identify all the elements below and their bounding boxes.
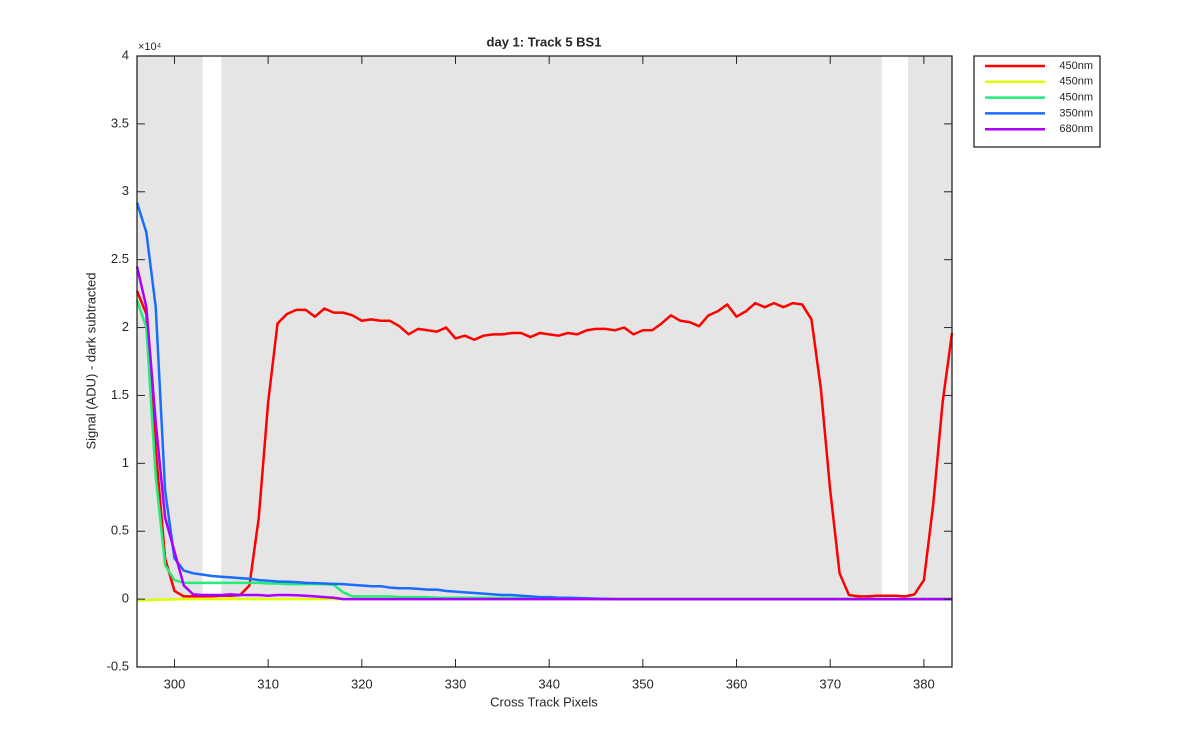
legend-label: 680nm — [1059, 123, 1093, 135]
x-tick-label: 370 — [819, 676, 841, 691]
legend-label: 450nm — [1059, 76, 1093, 88]
axes-box — [136, 55, 953, 668]
x-tick-label: 300 — [164, 676, 186, 691]
legend-box — [973, 55, 1101, 148]
y-tick-label: 1.5 — [111, 387, 129, 402]
x-tick-label: 350 — [632, 676, 654, 691]
y-tick-label: 2.5 — [111, 251, 129, 266]
y-tick-label: -0.5 — [107, 658, 129, 673]
legend-label: 450nm — [1059, 92, 1093, 104]
shaded-region — [221, 56, 882, 600]
y-tick-label: 1 — [122, 455, 129, 470]
y-tick-label: 4 — [122, 47, 129, 62]
x-tick-label: 330 — [445, 676, 467, 691]
x-tick-label: 380 — [913, 676, 935, 691]
y-tick-label: 2 — [122, 319, 129, 334]
x-axis-label: Cross Track Pixels — [490, 694, 598, 709]
y-axis-label: Signal (ADU) - dark subtracted — [83, 272, 98, 449]
y-tick-label: 0 — [122, 591, 129, 606]
chart-title: day 1: Track 5 BS1 — [487, 34, 602, 49]
y-exponent-label: ×10⁴ — [138, 41, 162, 53]
x-tick-label: 310 — [257, 676, 279, 691]
series-line — [135, 266, 952, 601]
series-line — [135, 290, 954, 598]
legend-label: 350nm — [1059, 107, 1093, 119]
x-tick-label: 320 — [351, 676, 373, 691]
y-tick-label: 3 — [122, 183, 129, 198]
y-tick-label: 3.5 — [111, 115, 129, 130]
y-tick-label: 0.5 — [111, 523, 129, 538]
x-tick-label: 360 — [726, 676, 748, 691]
legend-label: 450nm — [1059, 60, 1093, 72]
x-tick-label: 340 — [538, 676, 560, 691]
